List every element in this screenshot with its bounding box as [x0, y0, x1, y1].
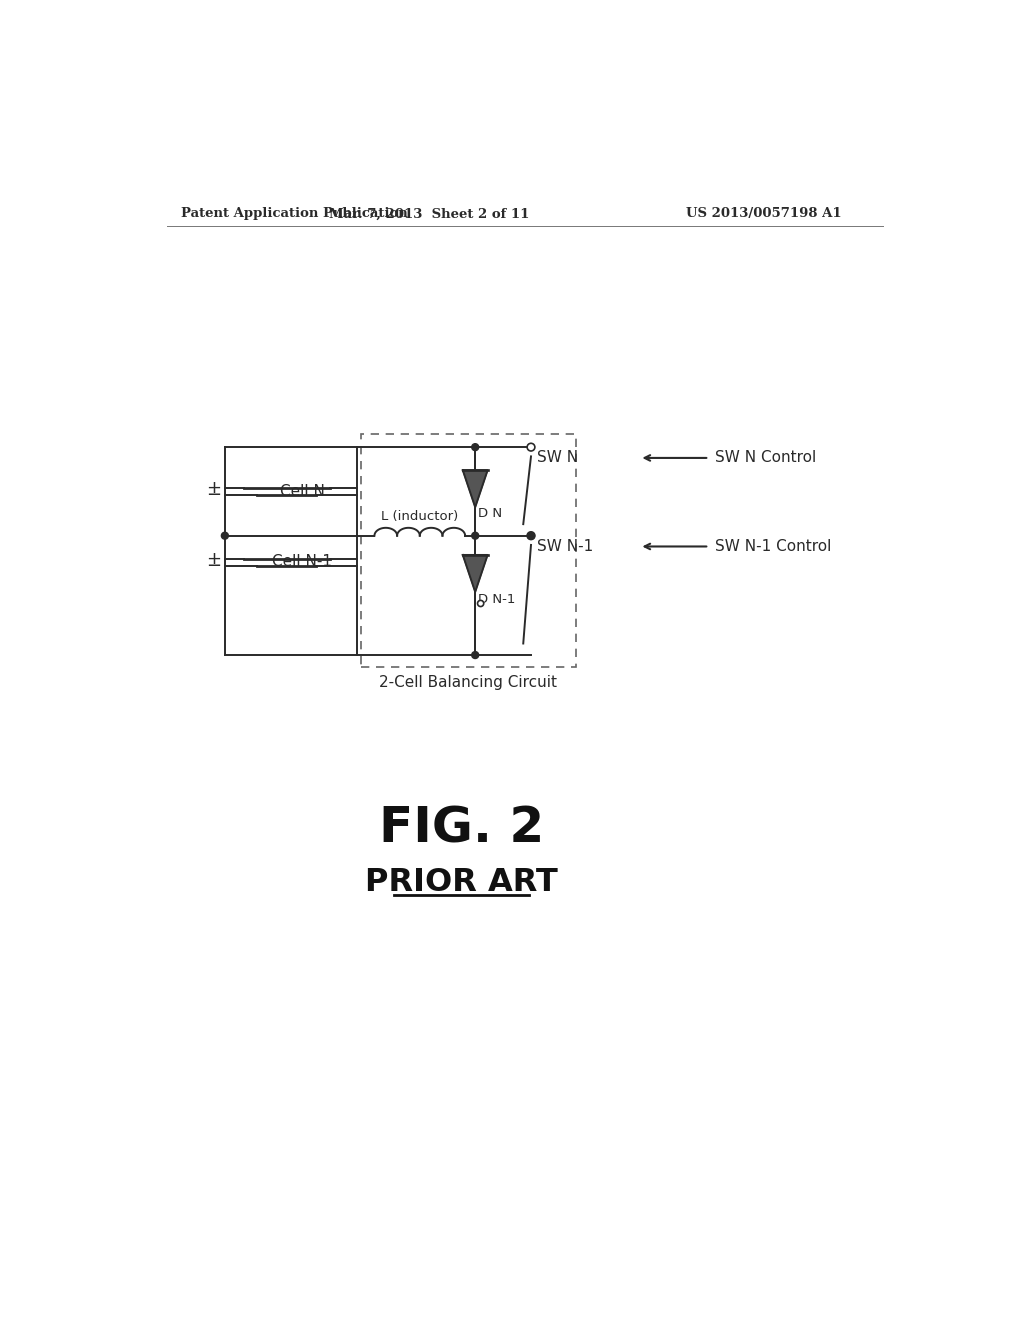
Circle shape: [477, 601, 483, 607]
Text: L (inductor): L (inductor): [381, 510, 458, 523]
Circle shape: [221, 532, 228, 539]
Text: PRIOR ART: PRIOR ART: [365, 867, 558, 898]
Text: SW N Control: SW N Control: [716, 450, 817, 466]
Text: D N-1: D N-1: [477, 594, 515, 606]
Text: −: −: [206, 557, 221, 574]
Circle shape: [527, 444, 535, 451]
Circle shape: [527, 532, 535, 539]
Text: FIG. 2: FIG. 2: [379, 804, 544, 853]
Text: +: +: [206, 550, 221, 568]
Text: SW N-1 Control: SW N-1 Control: [716, 539, 831, 554]
Text: Cell N: Cell N: [280, 484, 325, 499]
Polygon shape: [463, 554, 487, 591]
Circle shape: [472, 444, 478, 450]
Text: SW N: SW N: [538, 450, 579, 466]
Circle shape: [472, 652, 478, 659]
Text: +: +: [206, 479, 221, 496]
Text: US 2013/0057198 A1: US 2013/0057198 A1: [686, 207, 842, 220]
Bar: [360, 434, 575, 667]
Circle shape: [527, 532, 535, 540]
Text: Mar. 7, 2013  Sheet 2 of 11: Mar. 7, 2013 Sheet 2 of 11: [329, 207, 528, 220]
Text: −: −: [206, 486, 221, 504]
Text: SW N-1: SW N-1: [538, 539, 594, 554]
Text: Cell N-1: Cell N-1: [272, 554, 333, 569]
Text: Patent Application Publication: Patent Application Publication: [180, 207, 408, 220]
Text: D N: D N: [477, 507, 502, 520]
Polygon shape: [463, 470, 487, 507]
Text: 2-Cell Balancing Circuit: 2-Cell Balancing Circuit: [379, 675, 557, 689]
Circle shape: [472, 532, 478, 539]
